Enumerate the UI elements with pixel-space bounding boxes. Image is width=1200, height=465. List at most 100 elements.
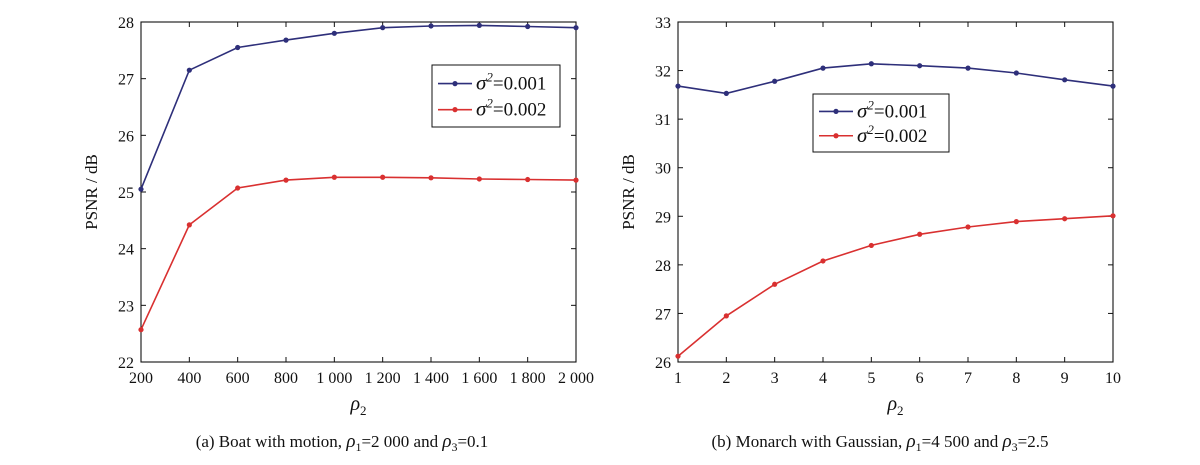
data-point [573,25,579,31]
chart-caption: (b) Monarch with Gaussian, ρ1=4 500 and … [712,431,1049,454]
data-point [965,65,971,71]
y-tick-label: 23 [118,298,134,315]
legend-item: σ2=0.001 [819,97,927,122]
x-tick-label: 5 [867,370,875,387]
data-point [675,83,681,89]
x-tick-label: 1 400 [413,370,449,387]
y-tick-label: 27 [118,72,134,89]
legend-marker [452,107,458,113]
legend-label: σ2=0.001 [476,70,546,95]
data-point [476,176,482,182]
legend-marker [833,108,839,114]
x-tick-label: 1 600 [461,370,497,387]
data-point [138,186,144,192]
data-point [1062,77,1068,83]
chart-a: 200 400 600 800 1 000 1 200 1 400 1 600 1 800 2 0… [82,15,594,454]
data-point [428,23,434,29]
legend-box [812,93,950,153]
y-tick-label: 33 [655,15,671,32]
y-tick-label: 28 [118,15,134,32]
data-point [186,222,192,228]
y-tick-label: 26 [118,128,134,145]
x-tick-label: 800 [274,370,298,387]
series-1 [138,22,579,192]
x-tick-label: 400 [177,370,201,387]
x-tick-label: 6 [916,370,924,387]
x-tick-label: 1 [674,370,682,387]
data-point [138,327,144,333]
x-tick-label: 9 [1061,370,1069,387]
x-tick-label: 8 [1012,370,1020,387]
chart-caption: (a) Boat with motion, ρ1=2 000 and ρ3=0.… [196,431,489,454]
x-tick-label: 600 [226,370,250,387]
data-point [1062,216,1068,222]
data-point [186,67,192,73]
y-tick-label: 29 [655,209,671,226]
y-tick-label: 27 [655,306,671,323]
data-point [331,30,337,36]
data-point [675,353,681,359]
legend-label: σ2=0.001 [857,97,927,122]
data-point [283,177,289,183]
x-tick-label: 1 800 [510,370,546,387]
x-tick-label: 4 [819,370,827,387]
y-tick-label: 24 [118,242,134,259]
data-point [476,22,482,28]
data-point [965,224,971,230]
data-point [772,78,778,84]
x-tick-label: 10 [1105,370,1121,387]
data-point [820,258,826,264]
series-1 [675,61,1116,96]
x-tick-label: 3 [771,370,779,387]
x-tick-label: 1 000 [316,370,352,387]
data-point [235,185,241,191]
data-point [525,23,531,30]
data-point [1013,219,1019,225]
legend-label: σ2=0.002 [857,122,927,147]
legend-label: σ2=0.002 [476,96,546,121]
y-tick-label: 25 [118,185,134,202]
y-tick-label: 26 [655,355,671,372]
series-2 [675,213,1116,359]
data-point [772,281,778,287]
data-point [1110,83,1116,89]
y-tick-label: 22 [118,355,134,372]
data-point [1110,213,1116,219]
data-point [525,176,531,183]
data-point [868,242,874,249]
data-point [380,174,386,180]
legend-item: σ2=0.001 [438,70,546,95]
x-tick-label: 2 [722,370,730,387]
y-tick-label: 32 [655,64,671,81]
data-point [428,175,434,181]
data-point [235,44,241,51]
legend-item: σ2=0.002 [819,122,927,147]
data-point [283,37,289,43]
legend-marker [452,81,458,87]
legend-box [431,64,561,128]
x-tick-label: 1 200 [365,370,401,387]
series-line [140,24,577,190]
legend-marker [833,133,839,139]
x-tick-label: 7 [964,370,972,387]
y-tick-label: 31 [655,112,671,129]
series-2 [138,174,579,333]
data-point [917,63,923,69]
x-axis-label: ρ2 [349,393,366,418]
y-tick-label: 28 [655,258,671,275]
data-point [331,174,337,180]
x-tick-label: 200 [129,370,153,387]
series-line [677,62,1114,95]
plot-frame [677,21,1114,363]
y-tick-label: 30 [655,161,671,178]
x-axis-label: ρ2 [886,393,903,418]
y-axis-label: PSNR / dB [82,154,101,230]
series-line [677,215,1114,357]
data-point [1013,70,1019,76]
data-point [573,177,579,183]
data-point [917,231,923,237]
chart-b: 1 2 3 4 5 6 7 8 9 10 26 27 28 29 30 31 32 33 PSNR / dB ρ2 σ2… [619,15,1121,454]
